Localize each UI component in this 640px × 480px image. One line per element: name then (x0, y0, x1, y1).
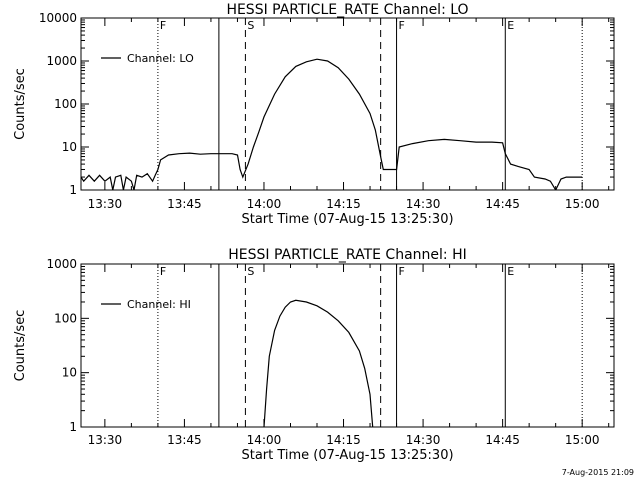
chart-panel-hi: HESSI PARTICLE_RATE Channel: HI 1 10 100 100… (13, 247, 615, 463)
chart-panel-lo: HESSI PARTICLE_RATE Channel: LO 1 10 100 100… (13, 2, 615, 227)
series-line-channel-hi (263, 299, 374, 427)
event-marker-label: E (507, 265, 514, 278)
x-tick-label: 13:45 (167, 433, 202, 447)
x-tick-label: 14:45 (485, 197, 520, 211)
x-tick-label: 14:00 (247, 197, 282, 211)
legend-label: Channel: HI (127, 298, 191, 311)
event-marker-label: F (399, 265, 405, 278)
plot-frame (80, 17, 615, 191)
legend-label: Channel: LO (127, 52, 194, 65)
y-tick-label: 100 (54, 311, 77, 325)
x-tick-label: 14:00 (247, 433, 282, 447)
x-tick-label: 13:30 (88, 433, 123, 447)
series-line-channel-lo (81, 58, 583, 190)
x-tick-label: 14:15 (326, 433, 361, 447)
y-tick-label: 10 (62, 140, 77, 154)
y-tick-label: 1000 (46, 54, 77, 68)
x-axis-label: Start Time (07-Aug-15 13:25:30) (241, 212, 453, 227)
chart-title: HESSI PARTICLE_RATE Channel: HI (228, 247, 466, 263)
event-marker-label: S (247, 265, 254, 278)
y-tick-label: 1000 (46, 257, 77, 271)
x-tick-label: 14:30 (406, 433, 441, 447)
x-tick-label: 14:15 (326, 197, 361, 211)
generation-timestamp: 7-Aug-2015 21:09 (561, 468, 634, 477)
x-tick-label: 13:30 (88, 197, 123, 211)
x-tick-label: 14:45 (485, 433, 520, 447)
event-marker-label: F (160, 19, 166, 32)
y-tick-label: 1 (69, 420, 77, 434)
event-marker-label: F (399, 19, 405, 32)
y-tick-label: 100 (54, 97, 77, 111)
x-axis-label: Start Time (07-Aug-15 13:25:30) (241, 448, 453, 463)
x-tick-label: 14:30 (406, 197, 441, 211)
x-tick-label: 13:45 (167, 197, 202, 211)
chart-title: HESSI PARTICLE_RATE Channel: LO (226, 2, 468, 18)
x-tick-label: 15:00 (565, 433, 600, 447)
y-axis-label: Counts/sec (13, 310, 28, 382)
event-marker-label: S (247, 19, 254, 32)
event-marker-label: F (160, 265, 166, 278)
y-tick-label: 1 (69, 183, 77, 197)
y-axis-label: Counts/sec (13, 68, 28, 140)
y-tick-label: 10000 (39, 11, 77, 25)
x-tick-label: 15:00 (565, 197, 600, 211)
event-marker-label: E (507, 19, 514, 32)
plot-frame (80, 263, 615, 428)
y-tick-label: 10 (62, 366, 77, 380)
